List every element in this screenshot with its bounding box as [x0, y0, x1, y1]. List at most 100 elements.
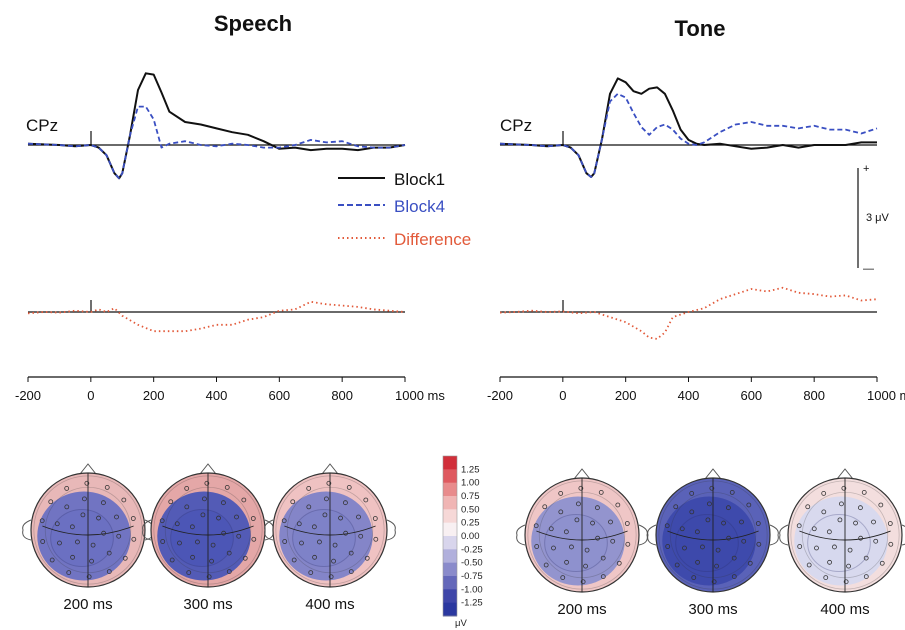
speech-topomaps: 200 ms 300 ms 400 ms — [22, 463, 396, 613]
electrode-marker — [190, 554, 195, 560]
colorbar-tick-label: -1.00 — [461, 584, 483, 595]
x-tick-label: -200 — [487, 388, 513, 403]
electrode-marker — [811, 526, 817, 532]
electrode-marker — [863, 574, 869, 580]
colorbar-swatch — [443, 522, 457, 537]
electrode-marker — [583, 563, 588, 569]
electrode-marker — [705, 517, 711, 523]
colorbar-swatch — [443, 482, 457, 497]
electrode-marker — [871, 519, 876, 525]
electrode-marker — [101, 500, 106, 506]
topomap-time-label: 200 ms — [63, 596, 112, 613]
electrode-marker — [558, 509, 564, 515]
electrode-marker — [843, 579, 849, 585]
electrode-marker — [584, 547, 590, 553]
colorbar-swatch — [443, 536, 457, 550]
electrode-marker — [624, 521, 630, 526]
electrode-marker — [726, 535, 732, 541]
nose-outline — [79, 463, 97, 475]
electrode-marker — [714, 563, 719, 569]
electrode-marker — [372, 516, 378, 521]
electrode-marker — [600, 555, 606, 561]
electrode-marker — [715, 547, 721, 553]
electrode-marker — [114, 514, 119, 520]
electrode-marker — [216, 515, 221, 521]
series-block1-line — [27, 72, 406, 180]
electrode-marker — [796, 523, 802, 529]
electrode-marker — [210, 542, 216, 548]
tone-x-ticks: -200 0 200 400 600 800 1000 ms — [487, 377, 905, 403]
electrode-marker — [322, 512, 328, 518]
electrode-marker — [251, 536, 257, 542]
electrode-marker — [241, 497, 247, 503]
colorbar-tick-label: -1.25 — [461, 598, 483, 609]
electrode-marker — [195, 539, 200, 545]
tone-topomap-2: 400 ms — [779, 468, 905, 618]
electrode-marker — [82, 496, 87, 502]
series-block4-line — [27, 105, 406, 180]
electrode-marker — [84, 480, 90, 486]
electrode-marker — [221, 500, 226, 506]
tone-topomaps: 200 ms 300 ms 400 ms — [516, 468, 905, 618]
x-tick-label: 600 — [268, 388, 290, 403]
electrode-marker — [343, 500, 348, 506]
electrode-marker — [746, 502, 752, 508]
electrode-marker — [580, 579, 586, 585]
electrode-marker — [70, 554, 75, 560]
scalp-contour — [675, 514, 739, 572]
electrode-marker — [204, 480, 210, 486]
left-ear-outline — [779, 524, 789, 546]
electrode-marker — [332, 542, 338, 548]
electrode-marker — [726, 505, 731, 511]
electrode-marker — [159, 518, 165, 524]
electrode-marker — [226, 550, 232, 556]
electrode-marker — [616, 560, 622, 566]
colorbar-swatch — [443, 496, 457, 510]
x-tick-label: 0 — [87, 388, 94, 403]
electrode-marker — [569, 544, 574, 550]
speech-topomap-2: 400 ms — [264, 463, 396, 613]
left-ear-outline — [22, 519, 32, 541]
series-difference-line — [27, 300, 406, 333]
colorbar-swatch — [443, 456, 457, 470]
electrode-marker — [373, 536, 379, 542]
electrode-marker — [664, 523, 670, 529]
scalp-contour — [292, 509, 356, 567]
speech-x-ticks: -200 0 200 400 600 800 1000 ms — [15, 377, 445, 403]
electrode-marker — [674, 562, 680, 568]
electrode-marker — [756, 541, 762, 547]
legend-difference-label: Difference — [394, 230, 471, 249]
x-tick-label: 200 — [615, 388, 637, 403]
electrode-marker — [291, 557, 297, 563]
electrode-marker — [324, 496, 329, 502]
speech-title: Speech — [214, 11, 292, 36]
electrode-marker — [363, 497, 369, 503]
electrode-marker — [160, 539, 166, 544]
series-difference-line — [499, 286, 878, 340]
electrode-marker — [846, 563, 851, 569]
scale-bar-label: 3 μV — [866, 212, 890, 224]
electrode-marker — [121, 497, 127, 503]
electrode-marker — [548, 526, 554, 532]
nose-outline — [199, 463, 217, 475]
electrode-marker — [709, 485, 715, 491]
electrode-marker — [122, 555, 128, 561]
electrode-marker — [823, 575, 829, 580]
x-tick-label: 0 — [559, 388, 566, 403]
electrode-marker — [189, 524, 195, 530]
x-tick-label: 1000 ms — [867, 388, 905, 403]
colorbar-swatch — [443, 576, 457, 590]
speech-topomap-1: 300 ms — [142, 463, 274, 613]
electrode-marker — [878, 502, 884, 508]
electrode-marker — [598, 490, 604, 495]
electrode-marker — [221, 530, 227, 536]
electrode-marker — [711, 579, 717, 585]
coronal-line — [162, 525, 254, 536]
electrode-marker — [615, 502, 621, 508]
electrode-marker — [64, 504, 70, 510]
tone-axes — [500, 131, 877, 378]
electrode-marker — [797, 544, 803, 549]
electrode-marker — [558, 490, 564, 496]
electrode-marker — [308, 570, 314, 575]
tone-title: Tone — [675, 16, 726, 41]
